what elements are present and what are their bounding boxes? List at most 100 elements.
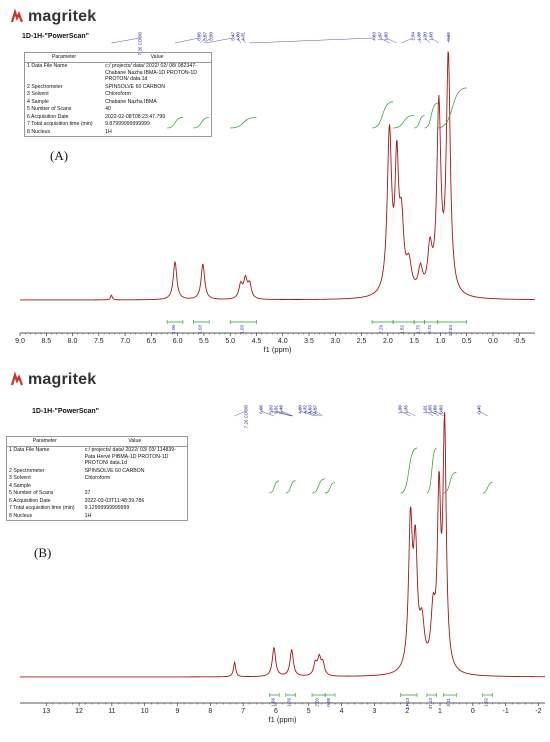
x-tick-label: 11 <box>108 708 115 715</box>
integral-curve <box>285 480 296 494</box>
x-tick-label: 7.0 <box>120 338 130 345</box>
peak-label: 0.83 <box>439 405 444 414</box>
x-tick-label: 3 <box>372 708 376 715</box>
param-name: 6 Acquisition Date <box>9 497 51 504</box>
peak-label-leader <box>234 410 247 417</box>
table-row: 6 Acquisition Date 2022-03-03T11:48:39.78… <box>7 497 187 505</box>
x-tick-label: -1 <box>503 708 509 715</box>
integral-value-label: 7.29 <box>379 325 384 334</box>
param-value: c:/ projects/ data/ 2022/ 02/ 08/ 082347… <box>105 63 197 82</box>
peak-label: 7.26 CDCl3 <box>244 405 249 429</box>
param-value: 9.12999999999999 <box>84 505 130 511</box>
x-tick-label: 4.5 <box>252 338 262 345</box>
peak-label-leader <box>280 410 294 417</box>
param-value: 2022-02-08T08:23:47.799 <box>105 113 166 120</box>
x-tick-label: 12 <box>75 708 83 715</box>
peak-label-leader <box>478 410 488 417</box>
panel-label-b: (B) <box>34 545 52 560</box>
integral-curve <box>443 471 457 494</box>
spectrum-trace <box>20 412 545 678</box>
magritek-logo-icon <box>10 371 24 387</box>
x-tick-label: 13 <box>42 708 50 715</box>
x-tick-label: 5.5 <box>199 338 209 345</box>
integral-curve <box>230 117 257 129</box>
peak-label-leader <box>174 37 200 44</box>
peak-label-leader <box>430 37 439 44</box>
table-row: 1 Data File Name c:/ projects/ data/ 2022… <box>7 446 187 467</box>
integral-value-label: 37.13 <box>428 698 433 710</box>
param-value: 1H <box>84 512 92 519</box>
integral-curve <box>311 478 326 494</box>
param-name: 5 Number of Scans <box>9 490 54 496</box>
x-axis-title: f1 (ppm) <box>269 715 297 724</box>
integral-curve <box>482 482 493 494</box>
param-name: 7 Total acquisition time (min) <box>27 121 93 127</box>
param-name: 6 Acquisition Date <box>27 113 69 120</box>
x-tick-label: 3.5 <box>304 338 314 345</box>
integral-value-label: 1.03 <box>197 325 202 334</box>
table-row: 8 Nucleus 1H <box>7 512 187 520</box>
peak-label-leader <box>440 410 446 417</box>
param-value: Chloroform <box>84 475 111 481</box>
peak-label-leader <box>299 410 316 417</box>
integral-curve <box>414 115 425 129</box>
peak-label-leader <box>249 37 375 44</box>
peak-label-leader <box>424 410 434 417</box>
table-row: 3 Solvent Chloroform <box>25 91 211 99</box>
x-tick-label: 5 <box>307 708 311 715</box>
param-header: Parameter <box>7 437 83 447</box>
table-row: 7 Total acquisition time (min) 9.87999999… <box>25 121 211 129</box>
peak-label: 1.74 <box>411 32 416 41</box>
x-tick-label: 6 <box>274 708 278 715</box>
peak-label: 1.38 <box>417 32 422 41</box>
x-tick-label: 1.5 <box>409 338 419 345</box>
spectrum-trace <box>20 51 535 301</box>
peak-label-leader <box>418 37 421 44</box>
peak-label-leader <box>405 410 416 417</box>
parameter-table-b: Parameter Value 1 Data File Name c:/ proj… <box>6 436 188 521</box>
table-row: 8 Nucleus 1H <box>25 128 211 136</box>
x-tick-label: 0 <box>471 708 475 715</box>
peak-label: 1.03 <box>428 405 433 414</box>
peak-label: 1.97 <box>378 32 383 41</box>
peak-label-leader <box>399 410 411 417</box>
peak-label-leader <box>424 37 431 44</box>
integral-curve <box>372 101 394 129</box>
logo-b: magritek <box>10 371 96 389</box>
peak-label-leader <box>242 37 246 44</box>
x-tick-label: 6.5 <box>147 338 157 345</box>
table-row: 5 Number of Scans 40 <box>25 106 211 114</box>
x-tick-label: 9.0 <box>15 338 25 345</box>
x-tick-label: 4 <box>340 708 344 715</box>
peak-label-leader <box>309 410 321 417</box>
integral-value-label: 1.75 <box>415 325 420 334</box>
integral-value-label: 1.66 <box>270 698 275 707</box>
peak-label-leader <box>385 37 397 44</box>
table-row: 2 Spectrometer SPINSOLVE 60 CARBON <box>25 83 211 91</box>
peak-label: 5.51 <box>274 405 279 414</box>
logo-text: magritek <box>28 8 97 25</box>
value-header: Value <box>82 437 187 447</box>
table-row: 4 Sample <box>7 482 187 490</box>
peak-label: 7.26 CDCl3 <box>138 32 143 56</box>
param-value: 9.87999999999999 <box>105 121 150 127</box>
peak-label: 5.50 <box>209 32 214 41</box>
peak-label-leader <box>314 410 323 417</box>
peak-label: 0.85 <box>446 32 451 41</box>
param-name: 8 Nucleus <box>27 128 51 135</box>
x-tick-label: 2 <box>405 708 409 715</box>
integral-value-label: 1.76 <box>287 698 292 707</box>
peak-label: 4.57 <box>313 405 318 414</box>
nmr-spectrum-a: 9.0 8.5 8.0 7.5 7.0 6.5 6.0 5.5 5.0 4.5 4.0 3.5 3.0 2… <box>15 32 535 354</box>
param-name: 1 Data File Name <box>27 63 68 69</box>
param-name: 3 Solvent <box>27 91 49 97</box>
x-tick-label: -0.5 <box>513 338 525 345</box>
peak-label: 4.80 <box>298 405 303 414</box>
x-tick-label: 3.0 <box>330 338 340 345</box>
param-name: 3 Solvent <box>9 475 31 481</box>
peak-label: 1.03 <box>429 32 434 41</box>
peak-label-leader <box>260 410 275 417</box>
peak-label-leader <box>379 37 390 44</box>
param-header: Parameter <box>25 53 104 63</box>
parameter-table-a: Parameter Value 1 Data File Name c:/ proj… <box>24 52 212 137</box>
